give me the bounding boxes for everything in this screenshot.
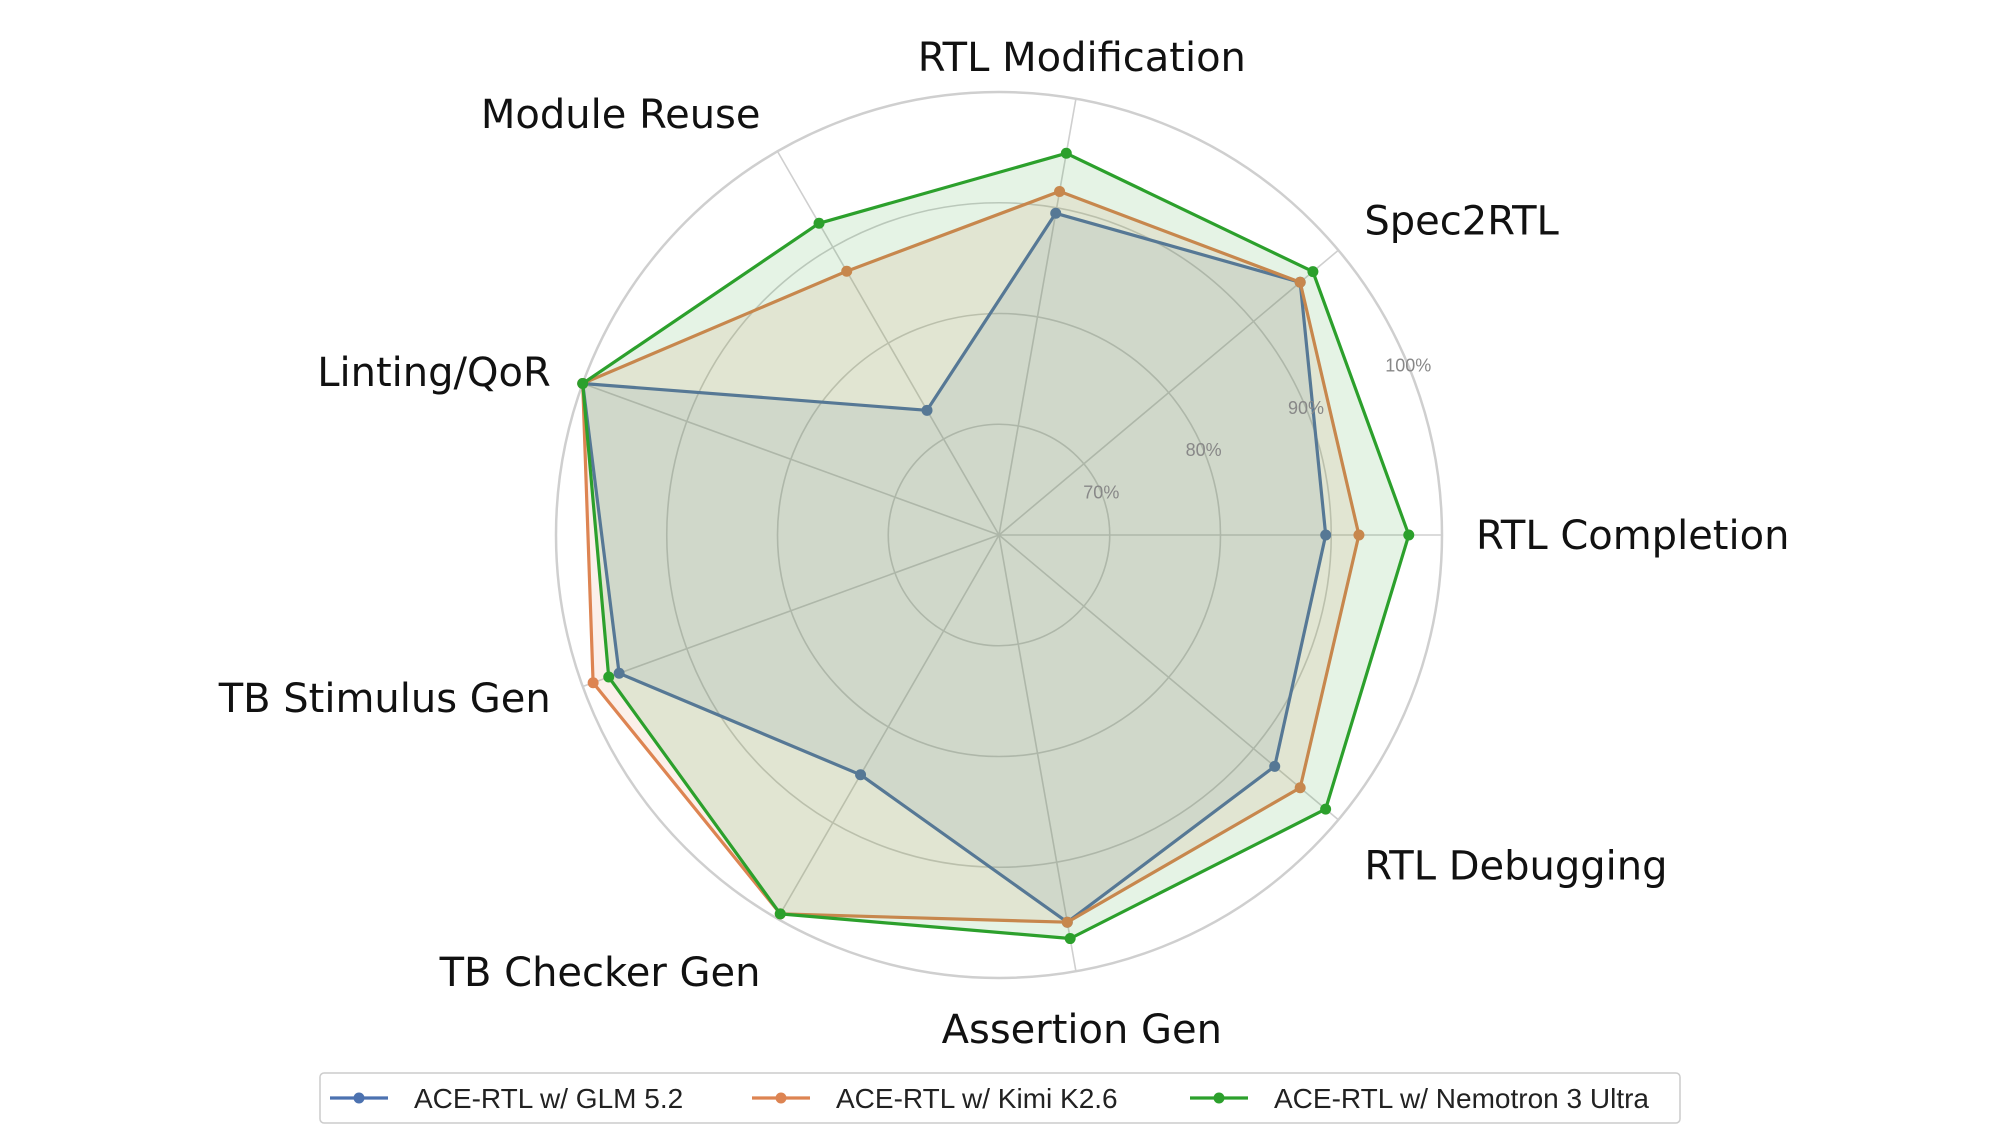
data-point: [1269, 760, 1281, 772]
axis-label: TB Checker Gen: [439, 950, 761, 996]
spoke-line: [776, 534, 1000, 920]
radial-tick-label: 90%: [1288, 398, 1324, 418]
data-point: [587, 677, 599, 689]
axis-label: Assertion Gen: [942, 1007, 1222, 1053]
series-line: [581, 151, 1411, 941]
data-point: [774, 908, 786, 920]
spoke-line: [998, 98, 1077, 536]
radial-tick-label: 80%: [1186, 440, 1222, 460]
legend-label: ACE-RTL w/ Kimi K2.6: [836, 1083, 1118, 1114]
spoke-line: [582, 382, 1000, 536]
series-area: [582, 153, 1409, 939]
data-point: [1061, 916, 1073, 928]
data-point: [813, 217, 825, 229]
data-point: [577, 377, 589, 389]
axis-label: Module Reuse: [481, 92, 761, 138]
spoke-line: [998, 534, 1077, 972]
data-point: [1307, 266, 1319, 278]
data-point: [1320, 803, 1332, 815]
data-point: [603, 671, 615, 683]
spoke-line: [998, 534, 1339, 821]
tick-label-layer: 70% 80% 90% 100%: [1083, 355, 1431, 502]
legend-label: ACE-RTL w/ Nemotron 3 Ultra: [1274, 1083, 1649, 1114]
axis-label-layer: RTL Completion Spec2RTL RTL Modification Mo…: [218, 35, 1790, 1053]
axis-label: TB Stimulus Gen: [218, 676, 551, 722]
data-point: [921, 404, 933, 416]
spoke-line: [776, 150, 1000, 536]
data-point: [1353, 529, 1365, 541]
legend-frame: [319, 1072, 1681, 1124]
series-line: [581, 211, 1328, 924]
axis-label: Linting/QoR: [317, 350, 551, 396]
data-point: [1054, 185, 1066, 197]
series-line: [581, 189, 1361, 924]
axis-label: RTL Debugging: [1364, 844, 1667, 890]
data-point: [1050, 207, 1062, 219]
data-point: [1294, 782, 1306, 794]
data-point: [841, 265, 853, 277]
radial-tick-label: 70%: [1083, 483, 1119, 503]
series-area: [582, 213, 1326, 923]
axis-label: Spec2RTL: [1364, 198, 1559, 244]
legend-swatch-marker: [353, 1092, 365, 1104]
series-area: [582, 191, 1359, 923]
legend-swatch-marker: [1213, 1092, 1225, 1104]
data-point: [1403, 529, 1415, 541]
data-point: [1064, 933, 1076, 945]
axis-label: RTL Modification: [918, 35, 1246, 81]
radial-tick-label: 100%: [1385, 355, 1431, 375]
spoke-line: [998, 249, 1339, 536]
grid-layer: [554, 90, 1444, 980]
legend: ACE-RTL w/ GLM 5.2 ACE-RTL w/ Kimi K2.6 AC…: [319, 1072, 1681, 1124]
data-point: [1294, 276, 1306, 288]
axis-label: RTL Completion: [1476, 513, 1789, 559]
series-layer: [577, 147, 1415, 945]
data-point: [1060, 147, 1072, 159]
spoke-line: [582, 534, 1000, 688]
data-point: [1320, 529, 1332, 541]
data-point: [855, 769, 867, 781]
data-point: [613, 667, 625, 679]
legend-swatch-marker: [775, 1092, 787, 1104]
legend-label: ACE-RTL w/ GLM 5.2: [414, 1083, 683, 1114]
